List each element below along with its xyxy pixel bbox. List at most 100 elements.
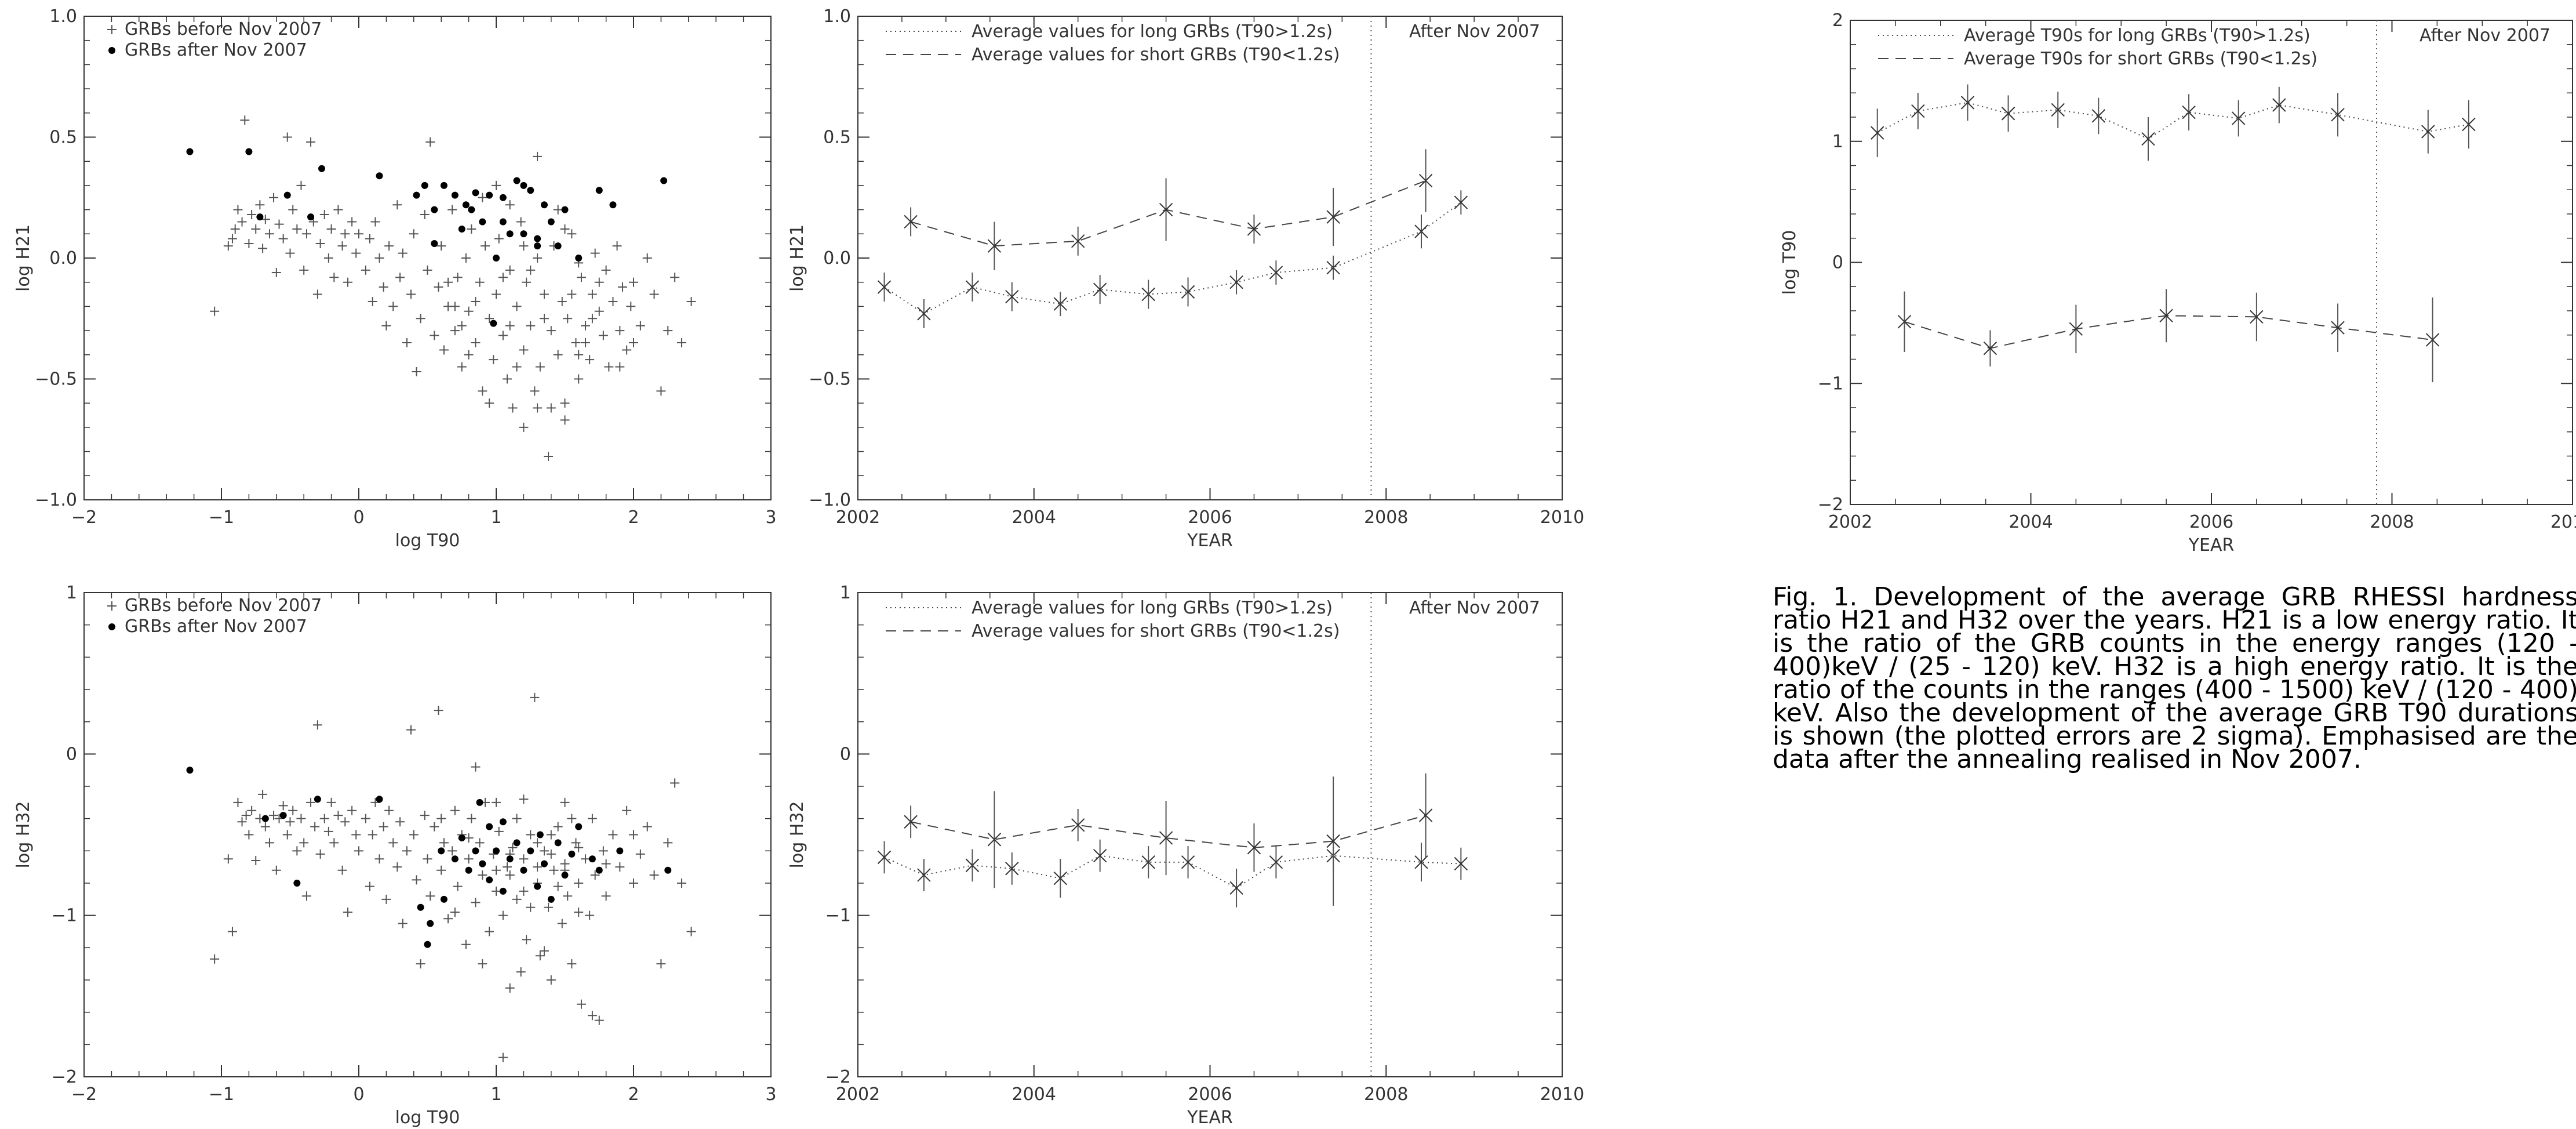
scatter-point-before	[361, 265, 370, 275]
scatter-point-after	[376, 796, 383, 803]
legend-marker-plus	[107, 601, 117, 611]
scatter-point-before	[271, 865, 281, 875]
scatter-point-before	[522, 277, 532, 287]
h32-scatter-panel: −2 −1 0 1 2 3 −2 −1 0 1 log T90 log H32 GRBs before …	[0, 574, 788, 1129]
x-tick-label: 2002	[836, 507, 880, 528]
scatter-point-before	[269, 811, 279, 821]
h32-trend-panel: 2002 2004 2006 2008 2010 −2 −1 0 1 YEAR log H32 Ave…	[787, 574, 1588, 1129]
scatter-point-before	[629, 878, 638, 888]
data-point-marker	[1159, 831, 1173, 845]
scatter-point-before	[560, 797, 570, 807]
x-tick-label: 2008	[2370, 512, 2414, 532]
plot-area	[186, 115, 696, 461]
scatter-point-before	[285, 248, 295, 258]
scatter-point-after	[561, 206, 569, 213]
scatter-point-before	[457, 321, 467, 331]
scatter-point-before	[519, 241, 529, 251]
scatter-point-before	[384, 241, 394, 251]
data-point-marker	[1141, 855, 1155, 869]
scatter-point-before	[670, 273, 680, 282]
scatter-point-before	[612, 241, 622, 251]
data-point-marker	[1414, 855, 1428, 869]
scatter-point-before	[530, 386, 540, 396]
scatter-point-before	[567, 229, 577, 239]
data-point-marker	[2141, 132, 2155, 146]
data-point-marker	[1229, 275, 1243, 289]
scatter-point-after	[479, 218, 486, 226]
scatter-point-before	[244, 238, 254, 248]
scatter-point-before	[301, 229, 311, 239]
scatter-point-after	[520, 866, 527, 874]
scatter-point-before	[312, 289, 322, 299]
scatter-point-before	[533, 403, 543, 413]
scatter-point-after	[440, 895, 447, 903]
scatter-point-before	[425, 891, 435, 901]
scatter-point-after	[421, 181, 428, 189]
data-point-marker	[917, 868, 931, 882]
y-tick-label: 0	[66, 744, 77, 764]
scatter-point-before	[251, 224, 261, 234]
scatter-point-before	[439, 838, 449, 848]
data-point-marker	[1897, 315, 1912, 329]
y-tick-label: −0.5	[35, 369, 77, 390]
scatter-point-before	[571, 838, 581, 848]
scatter-point-before	[278, 801, 288, 811]
after-nov-2007-label: After Nov 2007	[1409, 21, 1540, 42]
scatter-point-before	[347, 805, 357, 815]
scatter-point-before	[502, 374, 512, 384]
y-tick-label: −1.0	[35, 490, 77, 510]
scatter-point-before	[436, 814, 446, 823]
scatter-point-before	[406, 725, 416, 735]
scatter-point-before	[471, 762, 481, 772]
x-tick-label: 2	[628, 507, 639, 528]
scatter-point-before	[453, 273, 463, 282]
scatter-point-before	[656, 959, 666, 969]
scatter-point-before	[258, 789, 268, 799]
scatter-point-before	[519, 794, 529, 804]
scatter-point-after	[575, 255, 583, 262]
scatter-point-before	[598, 331, 608, 340]
scatter-point-before	[576, 999, 586, 1009]
scatter-point-before	[395, 817, 405, 827]
scatter-point-after	[506, 230, 514, 238]
scatter-point-before	[237, 217, 247, 227]
scatter-point-before	[587, 314, 597, 324]
scatter-point-before	[416, 314, 425, 324]
data-point-marker	[1269, 855, 1283, 869]
y-tick-label: −1	[52, 906, 77, 926]
long-grb-line	[884, 202, 1461, 315]
scatter-point-before	[227, 234, 237, 244]
scatter-point-before	[519, 886, 529, 896]
scatter-point-before	[553, 822, 563, 832]
scatter-point-after	[186, 767, 194, 774]
scatter-point-before	[601, 891, 611, 901]
scatter-point-before	[340, 817, 350, 827]
scatter-point-before	[492, 865, 501, 875]
scatter-point-before	[649, 289, 659, 299]
scatter-point-before	[274, 219, 284, 229]
scatter-point-before	[478, 959, 487, 969]
scatter-point-before	[365, 881, 374, 891]
scatter-point-before	[282, 830, 292, 840]
scatter-point-before	[379, 822, 388, 832]
scatter-point-before	[450, 907, 460, 917]
plot-area	[877, 149, 1468, 328]
y-tick-label: −1	[825, 906, 851, 926]
scatter-point-before	[381, 321, 391, 331]
scatter-point-before	[388, 302, 398, 311]
scatter-point-before	[533, 838, 543, 848]
data-point-marker	[987, 239, 1002, 253]
scatter-point-before	[505, 870, 515, 880]
scatter-point-before	[398, 248, 407, 258]
scatter-point-before	[663, 838, 673, 848]
data-point-marker	[1960, 96, 1975, 110]
x-tick-label: 1	[490, 507, 501, 528]
plot-area	[1871, 84, 2476, 383]
x-tick-label: 3	[765, 507, 776, 528]
scatter-point-before	[237, 817, 247, 827]
scatter-point-before	[354, 229, 363, 239]
scatter-point-before	[546, 975, 556, 985]
scatter-point-before	[406, 289, 416, 299]
scatter-point-before	[587, 1011, 597, 1021]
data-point-marker	[1983, 342, 1998, 355]
